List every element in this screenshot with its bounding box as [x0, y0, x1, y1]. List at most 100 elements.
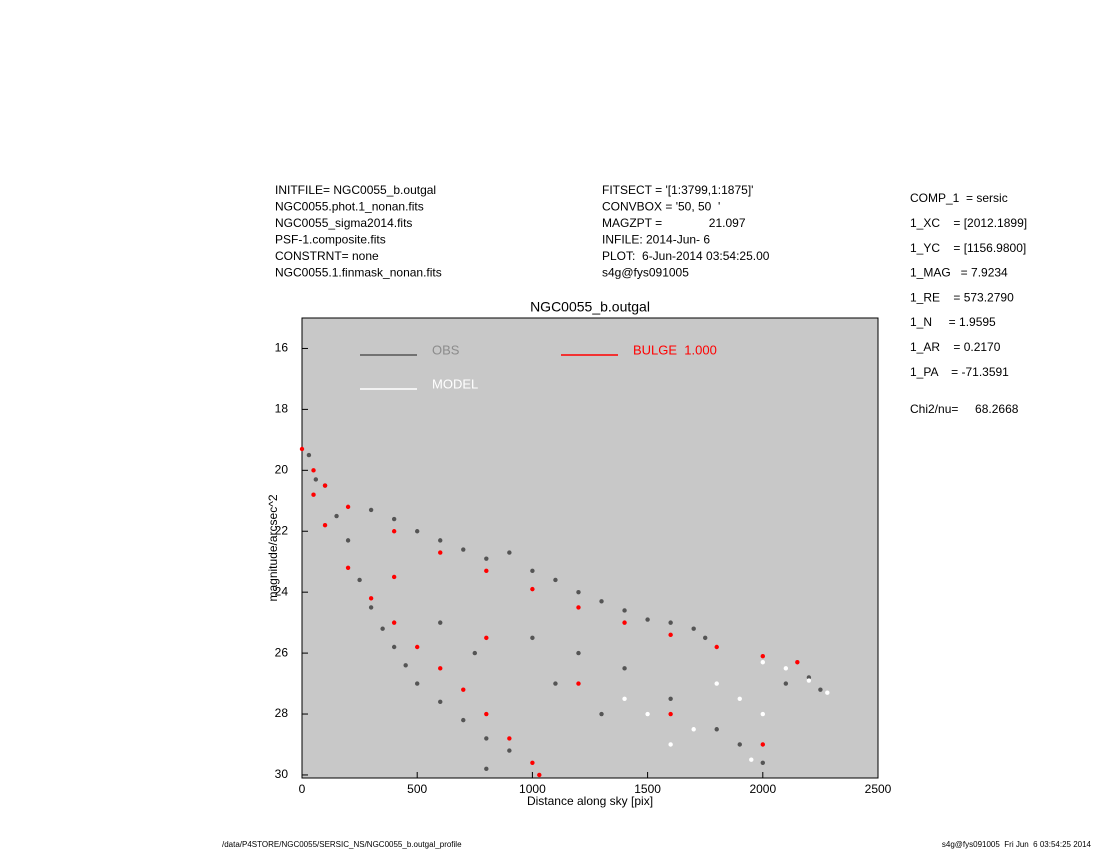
parameter: COMP_1 = sersic: [910, 191, 1008, 205]
point: [668, 620, 673, 625]
footer-left: /data/P4STORE/NGC0055/SERSIC_NS/NGC0055_…: [222, 840, 462, 849]
point: [783, 666, 789, 671]
point: [668, 696, 673, 701]
point: [645, 711, 650, 717]
point: [576, 589, 581, 595]
point: [691, 727, 696, 732]
point: [322, 483, 328, 488]
x-tick-label: 1500: [634, 782, 661, 796]
x-tick-label: 1000: [519, 782, 546, 796]
y-tick-label: 26: [275, 645, 289, 659]
point: [345, 504, 351, 510]
point: [622, 608, 627, 613]
legend-label: OBS: [432, 342, 460, 357]
point: [313, 477, 319, 482]
point: [311, 492, 316, 497]
header-line: CONVBOX = '50, 50 ': [602, 200, 720, 214]
y-tick-label: 16: [275, 341, 289, 355]
header-line: NGC0055.phot.1_nonan.fits: [275, 200, 424, 214]
point: [461, 717, 466, 723]
legend-label: MODEL: [432, 376, 478, 391]
point: [622, 620, 627, 625]
point: [760, 742, 765, 747]
point: [311, 468, 316, 473]
point: [507, 736, 512, 741]
point: [645, 617, 650, 622]
y-tick-label: 30: [275, 767, 289, 781]
point: [576, 650, 581, 656]
y-tick-label: 28: [275, 706, 289, 720]
parameter: 1_XC = [2012.1899]: [910, 216, 1027, 230]
point: [368, 507, 374, 513]
point: [622, 696, 627, 701]
x-axis-label: Distance along sky [pix]: [527, 794, 653, 808]
point: [703, 635, 708, 641]
point: [391, 529, 397, 534]
y-tick-label: 20: [275, 462, 289, 476]
chi2: Chi2/nu= 68.2668: [910, 402, 1019, 416]
point: [438, 538, 443, 543]
parameter: 1_MAG = 7.9234: [910, 266, 1008, 280]
point: [576, 681, 581, 686]
chart-title: NGC0055_b.outgal: [530, 299, 650, 315]
point: [415, 529, 420, 534]
point: [714, 727, 719, 732]
point: [622, 666, 627, 671]
point: [553, 681, 558, 686]
parameter: 1_YC = [1156.9800]: [910, 241, 1026, 255]
header-line: NGC0055_sigma2014.fits: [275, 216, 412, 230]
header-line: PSF-1.composite.fits: [275, 233, 386, 247]
header-line: INFILE: 2014-Jun- 6: [602, 233, 710, 247]
point: [760, 653, 765, 659]
point: [818, 687, 823, 692]
header-line: s4g@fys091005: [602, 266, 689, 280]
y-tick-label: 24: [275, 584, 289, 598]
point: [391, 620, 397, 625]
x-tick-label: 0: [299, 782, 306, 796]
point: [334, 513, 339, 519]
header-line: MAGZPT = 21.097: [602, 216, 746, 230]
point: [530, 568, 535, 574]
point: [806, 678, 812, 683]
point: [530, 760, 535, 765]
point: [737, 742, 742, 747]
point: [391, 644, 397, 650]
point: [507, 550, 512, 555]
point: [484, 736, 489, 741]
point: [537, 772, 542, 778]
y-tick-label: 22: [275, 523, 289, 537]
parameter: 1_RE = 573.2790: [910, 290, 1014, 304]
parameter: 1_AR = 0.2170: [910, 340, 1001, 354]
point: [484, 766, 489, 772]
point: [391, 516, 397, 522]
point: [553, 577, 558, 583]
point: [484, 635, 489, 641]
point: [438, 699, 443, 705]
header-line: NGC0055.1.finmask_nonan.fits: [275, 266, 442, 280]
x-tick-label: 500: [407, 782, 427, 796]
point: [806, 675, 812, 680]
point: [760, 660, 765, 665]
plot-area: [301, 317, 879, 779]
header-line: INITFILE= NGC0055_b.outgal: [275, 183, 436, 197]
point: [438, 550, 443, 555]
point: [357, 577, 362, 583]
point: [403, 663, 408, 668]
point: [795, 660, 800, 665]
footer-right: s4g@fys091005 Fri Jun 6 03:54:25 2014: [942, 840, 1092, 849]
point: [345, 538, 351, 543]
point: [438, 620, 443, 625]
point: [760, 711, 765, 717]
point: [691, 626, 696, 631]
point: [368, 605, 374, 610]
y-axis-label: magnitude/arcsec^2: [266, 494, 280, 601]
point: [714, 644, 719, 650]
legend-label: BULGE 1.000: [633, 342, 717, 357]
point: [825, 690, 830, 695]
point: [461, 547, 466, 552]
point: [345, 565, 351, 571]
point: [737, 696, 742, 701]
point: [599, 711, 604, 717]
